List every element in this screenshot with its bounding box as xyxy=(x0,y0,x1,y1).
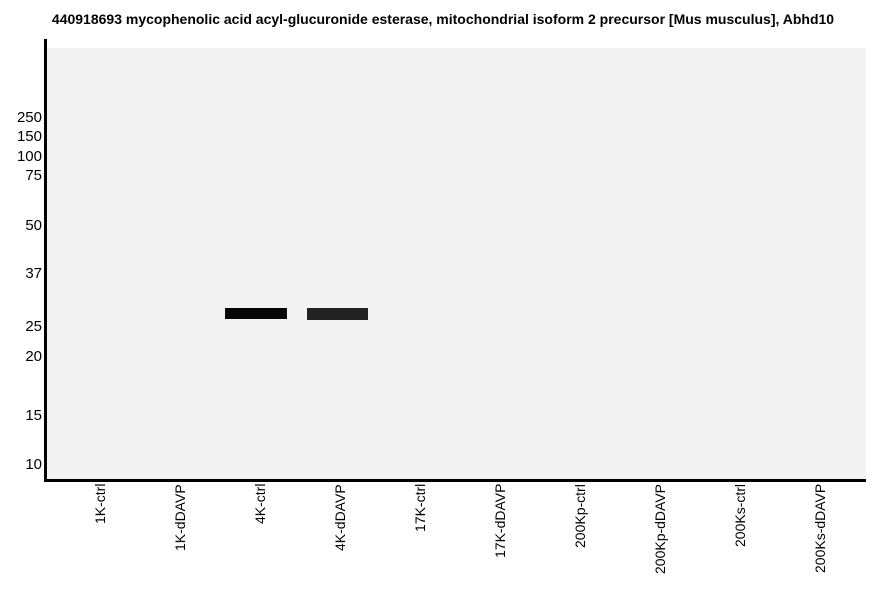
plot-area xyxy=(47,48,866,479)
y-axis-tick-label: 50 xyxy=(25,217,42,234)
y-axis-tick-label: 75 xyxy=(25,167,42,184)
y-axis-tick-label: 25 xyxy=(25,318,42,335)
lane-label: 1K-ctrl xyxy=(92,483,108,524)
lane-label: 200Kp-dDAVP xyxy=(652,483,668,574)
lane-label: 200Kp-ctrl xyxy=(572,484,588,548)
lane-label: 17K-dDAVP xyxy=(492,483,508,558)
lane-label: 1K-dDAVP xyxy=(172,484,188,551)
gel-band-4K-ctrl xyxy=(225,307,287,319)
lane-label: 17K-ctrl xyxy=(412,483,428,532)
lane-label: 200Ks-ctrl xyxy=(732,483,748,547)
y-axis-tick-label: 37 xyxy=(25,265,42,282)
lane-label: 4K-dDAVP xyxy=(332,484,348,551)
y-axis-tick-label: 150 xyxy=(16,128,42,145)
y-axis-tick-label: 15 xyxy=(25,407,42,424)
y-axis-tick-label: 100 xyxy=(16,148,42,165)
lane-label: 200Ks-dDAVP xyxy=(812,483,828,573)
figure-title: 440918693 mycophenolic acid acyl-glucuro… xyxy=(51,11,835,27)
x-axis-line xyxy=(44,479,866,482)
lane-label: 4K-ctrl xyxy=(252,483,268,524)
y-axis-line xyxy=(44,39,47,482)
y-axis-tick-label: 250 xyxy=(16,109,42,126)
gel-band-4K-dDAVP xyxy=(306,308,368,320)
y-axis-tick-label: 10 xyxy=(25,456,42,473)
y-axis-tick-label: 20 xyxy=(25,348,42,365)
